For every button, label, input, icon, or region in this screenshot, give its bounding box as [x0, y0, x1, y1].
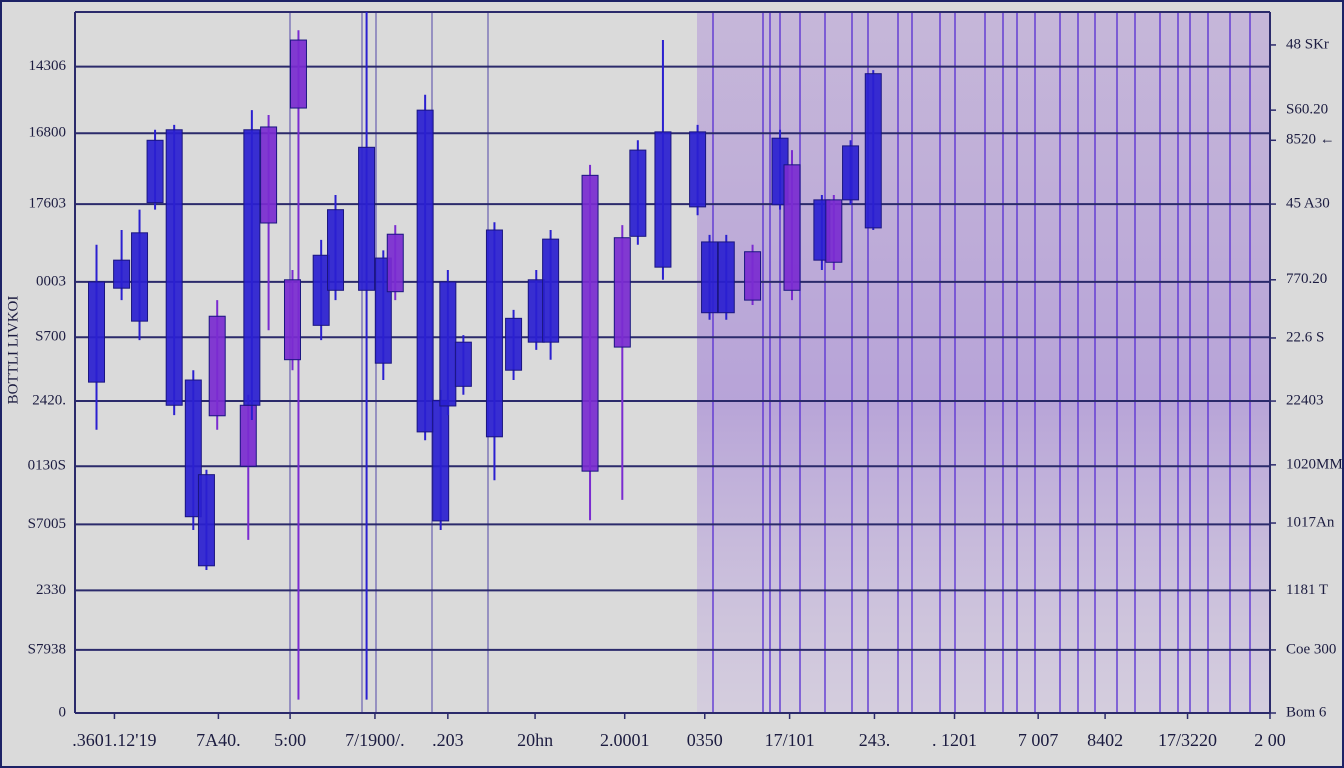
candle-body [842, 145, 860, 201]
x-tick-label: 20hn [517, 730, 553, 750]
candle-body [208, 315, 226, 417]
candle-body [386, 233, 404, 293]
y2-tick-label: S60.20 [1286, 102, 1328, 118]
candle-body [744, 251, 762, 301]
candle-body [165, 129, 183, 406]
y2-tick-label: Bom 6 [1286, 704, 1327, 720]
candle-body [432, 399, 450, 522]
candle-body [289, 39, 307, 109]
y2-tick-label: 1017An [1286, 514, 1335, 530]
y-tick-label: 2420. [32, 392, 66, 408]
candle-body [527, 279, 545, 343]
y2-tick-label: 22.6 S [1286, 329, 1324, 345]
y2-tick-label: 8520 ← [1286, 132, 1335, 148]
x-tick-label: 0350 [687, 730, 723, 750]
candle-body [454, 341, 472, 387]
candle-body [689, 131, 707, 208]
y2-tick-label: 770.20 [1286, 271, 1327, 287]
x-tick-label: .3601.12'19 [72, 730, 156, 750]
y-tick-label: S7938 [28, 641, 66, 657]
candle-body [184, 379, 202, 518]
candle-body [505, 317, 523, 371]
x-tick-label: 7/1900/. [345, 730, 405, 750]
y-tick-label: S700 [35, 329, 66, 345]
y-tick-label: 0 [59, 704, 67, 720]
x-tick-label: 7A40. [196, 730, 241, 750]
candle-body [260, 126, 278, 224]
x-tick-label: 243. [859, 730, 891, 750]
y-tick-label: 16800 [29, 125, 67, 141]
candle-body [654, 131, 672, 268]
candle-body [146, 139, 164, 204]
candle-body [825, 199, 843, 263]
y2-tick-label: Coe 300 [1286, 641, 1336, 657]
x-tick-label: 17/101 [765, 730, 815, 750]
candle-body [485, 229, 503, 438]
x-tick-label: 2.0001 [600, 730, 650, 750]
candle-body [312, 254, 330, 326]
x-tick-label: 2 00 [1254, 730, 1286, 750]
candle-body [864, 73, 882, 229]
y-tick-label: 0130S [28, 458, 66, 474]
candle-body [283, 279, 301, 361]
candle-body [701, 241, 719, 314]
candle-body [581, 174, 599, 472]
y-tick-label: 2330 [36, 582, 66, 598]
candle-body [439, 281, 457, 407]
y2-tick-label: 1020MM [1286, 456, 1343, 472]
candle-body [243, 129, 261, 406]
y2-tick-label: 1181 T [1286, 582, 1328, 598]
y2-tick-label: 45 A30 [1286, 196, 1330, 212]
candle-body [88, 281, 106, 383]
x-tick-label: .203 [432, 730, 464, 750]
y-tick-label: 0003 [36, 273, 66, 289]
y2-tick-label: 48 SKr [1286, 36, 1329, 52]
x-tick-label: . 1201 [932, 730, 977, 750]
candle-body [131, 232, 149, 322]
candle-body [717, 241, 735, 314]
candle-body [327, 209, 345, 291]
candle-body [239, 404, 257, 467]
y-tick-label: 14306 [29, 58, 67, 74]
candle-body [113, 259, 131, 289]
x-tick-label: 8402 [1087, 730, 1123, 750]
candle-body [613, 237, 631, 348]
decoration [289, 12, 1251, 713]
y-tick-label: S7005 [28, 516, 66, 532]
x-tick-label: 17/3220 [1158, 730, 1217, 750]
x-tick-label: 5:00 [274, 730, 306, 750]
y-tick-label: 17603 [29, 196, 67, 212]
candle-body [629, 149, 647, 237]
y-axis-label: BOTTLI LIVKOI [5, 296, 21, 405]
candle-body [783, 164, 801, 291]
candle-body [358, 146, 376, 291]
candle-body [416, 109, 434, 433]
candle-body [542, 238, 560, 343]
shaded-region [697, 12, 1270, 713]
y2-tick-label: 22403 [1286, 392, 1324, 408]
candle-body [197, 474, 215, 567]
x-tick-label: 7 007 [1018, 730, 1059, 750]
